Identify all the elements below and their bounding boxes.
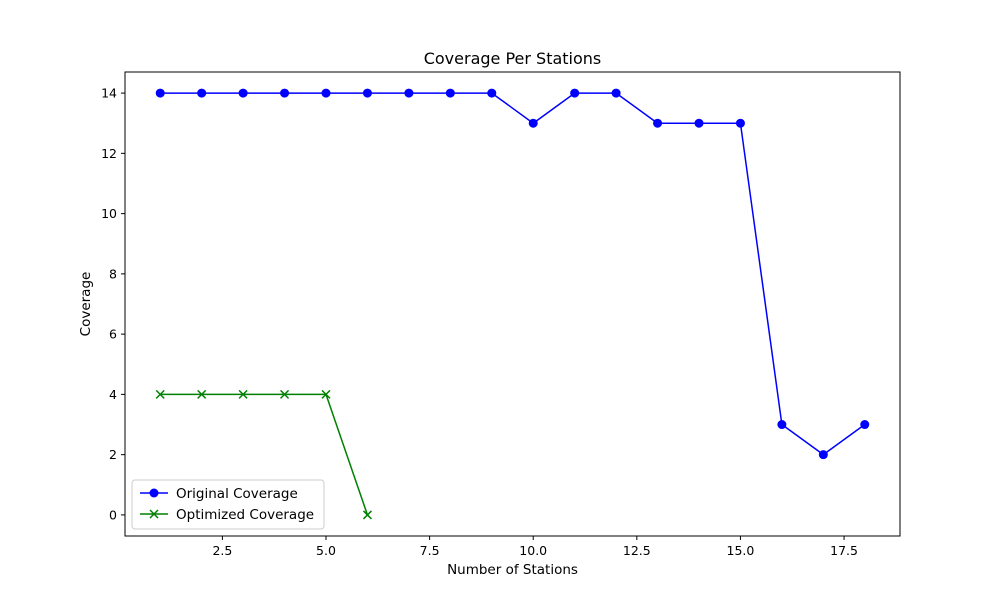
data-point-original <box>694 118 704 128</box>
data-point-optimized <box>362 510 372 520</box>
y-axis-label: Coverage <box>78 272 94 337</box>
chart-title: Coverage Per Stations <box>424 49 602 68</box>
legend-label-original: Original Coverage <box>176 486 298 502</box>
series-line-optimized <box>160 393 369 516</box>
x-tick-label: 12.5 <box>623 543 651 558</box>
data-point-optimized <box>155 389 165 399</box>
series-line-original <box>160 92 866 456</box>
y-tick-label: 14 <box>101 86 117 101</box>
data-point-optimized <box>197 389 207 399</box>
x-tick-label: 2.5 <box>212 543 232 558</box>
legend-label-optimized: Optimized Coverage <box>176 507 314 523</box>
data-point-original <box>735 118 745 128</box>
data-point-original <box>860 420 870 430</box>
data-point-original <box>362 88 372 98</box>
y-tick-label: 0 <box>109 507 117 522</box>
data-point-original <box>528 118 538 128</box>
legend-marker-original <box>149 488 159 498</box>
y-tick-label: 6 <box>109 327 117 342</box>
legend: Original Coverage Optimized Coverage <box>131 479 325 530</box>
data-point-original <box>280 88 290 98</box>
y-tick-label: 2 <box>109 447 117 462</box>
x-tick-label: 7.5 <box>420 543 440 558</box>
data-point-original <box>445 88 455 98</box>
data-point-original <box>321 88 331 98</box>
data-point-original <box>487 88 497 98</box>
y-tick-label: 12 <box>101 146 117 161</box>
data-point-optimized <box>238 389 248 399</box>
y-tick-label: 4 <box>109 387 117 402</box>
data-point-original <box>611 88 621 98</box>
plot-area-frame <box>124 71 901 537</box>
data-point-original <box>777 420 787 430</box>
data-point-original <box>197 88 207 98</box>
series-layer <box>155 88 870 520</box>
x-tick-label: 15.0 <box>727 543 755 558</box>
x-axis-label: Number of Stations <box>447 562 578 578</box>
x-axis-ticks: 2.5 5.0 7.5 10.0 12.5 15.0 17.5 <box>212 536 858 558</box>
legend-entry-optimized: Optimized Coverage <box>140 507 314 523</box>
y-axis-ticks: 0 2 4 6 8 10 12 14 <box>101 86 125 522</box>
data-point-original <box>653 118 663 128</box>
data-point-optimized <box>280 389 290 399</box>
legend-marker-optimized <box>149 509 159 519</box>
data-point-optimized <box>321 389 331 399</box>
data-point-original <box>404 88 414 98</box>
x-tick-label: 17.5 <box>830 543 858 558</box>
legend-box <box>131 479 325 530</box>
y-tick-label: 8 <box>109 266 117 281</box>
y-tick-label: 10 <box>101 206 117 221</box>
x-tick-label: 10.0 <box>519 543 547 558</box>
legend-entry-original: Original Coverage <box>140 486 298 502</box>
data-point-original <box>238 88 248 98</box>
x-tick-label: 5.0 <box>316 543 336 558</box>
data-point-original <box>570 88 580 98</box>
data-point-original <box>155 88 165 98</box>
data-point-original <box>818 450 828 460</box>
